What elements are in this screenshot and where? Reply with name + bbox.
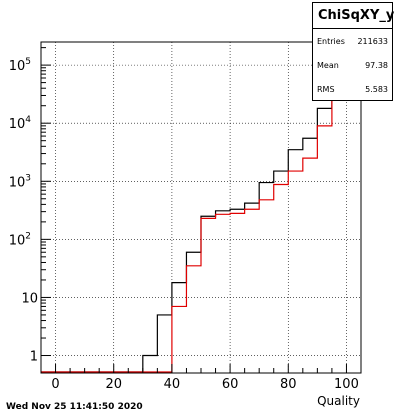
stats-entries-value: 211633: [357, 37, 388, 46]
y-tick-label: 1: [30, 350, 38, 365]
stats-mean-label: Mean: [317, 61, 339, 70]
x-axis-label: Quality: [317, 394, 360, 408]
stats-rms-label: RMS: [317, 85, 335, 94]
grid-lines: [41, 42, 361, 373]
histogram-series-0: [41, 42, 348, 373]
y-tick-label: 10: [21, 291, 38, 306]
stats-rms-value: 5.583: [365, 85, 388, 94]
axes: 0 20 40 60 80 100 1 10 102 103 104 105: [9, 47, 362, 392]
stats-entries-row: Entries 211633: [313, 29, 392, 53]
histogram-series-1: [41, 42, 362, 373]
x-tick-label: 0: [51, 377, 59, 392]
x-tick-label: 20: [105, 377, 122, 392]
stats-entries-label: Entries: [317, 37, 345, 46]
stats-mean-row: Mean 97.38: [313, 53, 392, 77]
timestamp: Wed Nov 25 11:41:50 2020: [6, 402, 143, 412]
x-tick-label: 40: [164, 377, 181, 392]
x-tick-label: 100: [334, 377, 359, 392]
stats-rms-row: RMS 5.583: [313, 77, 392, 101]
stats-title: ChiSqXY_y: [313, 3, 394, 29]
stats-box: ChiSqXY_y Entries 211633 Mean 97.38 RMS …: [312, 2, 394, 101]
y-tick-label: 105: [9, 57, 31, 74]
x-tick-label: 60: [222, 377, 239, 392]
y-tick-label: 102: [9, 231, 31, 248]
histogram-series: [41, 42, 362, 373]
y-tick-label: 104: [9, 115, 32, 132]
stats-mean-value: 97.38: [365, 61, 388, 70]
x-tick-label: 80: [280, 377, 297, 392]
y-tick-label: 103: [9, 173, 31, 190]
